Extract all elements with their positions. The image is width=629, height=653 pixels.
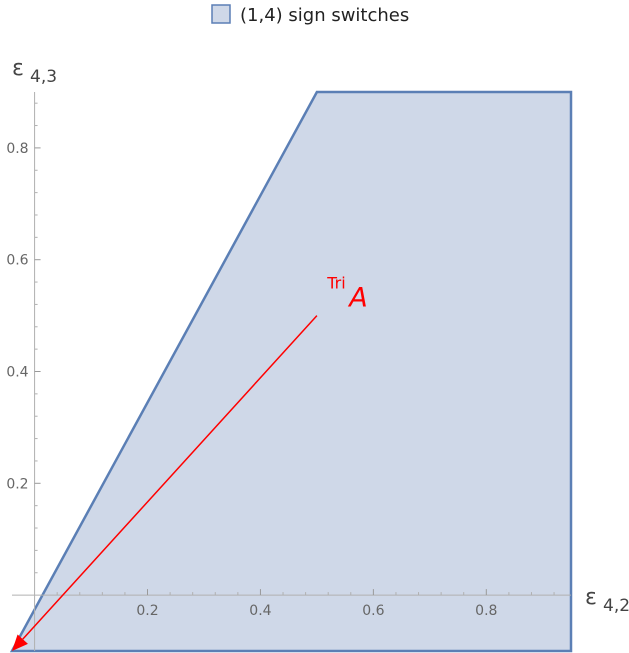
x-axis-label-subscript: 4,2 [603,596,629,616]
y-axis-label: ε [12,56,24,81]
x-tick-label: 0.2 [136,603,158,619]
plot-area [9,90,573,653]
y-tick-label: 0.8 [6,141,28,157]
annotations: Tri A [12,273,368,651]
annotation-label-superscript: Tri [326,273,345,292]
y-tick-label: 0.6 [6,253,28,269]
x-tick-label: 0.8 [475,603,497,619]
x-tick-label: 0.4 [249,603,271,619]
y-axis-label-subscript: 4,3 [30,67,57,87]
annotation-arrowhead [12,634,28,651]
x-tick-label: 0.6 [362,603,384,619]
legend: (1,4) sign switches [211,4,409,26]
x-axis-label: ε [585,585,597,610]
region-polygon-0 [9,90,573,653]
legend-label-sign-switches: (1,4) sign switches [240,5,409,26]
y-tick-label: 0.4 [6,365,28,381]
axes: 0.2 0.4 0.6 0.8 0.2 0.4 0.6 0.8 ε 4,3 ε 4,2 [6,56,629,651]
legend-swatch-sign-switches [211,4,231,24]
y-tick-label: 0.2 [6,476,28,492]
annotation-arrow-line [22,315,318,640]
annotation-label: A [347,282,367,313]
